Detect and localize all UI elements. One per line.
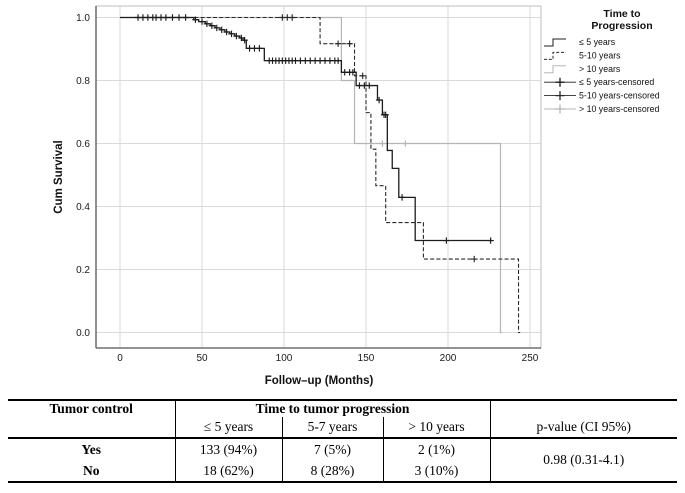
x-tick-label: 100: [276, 353, 293, 364]
legend-items: ≤ 5 years 5-10 years > 10 years ≤ 5 years-c…: [544, 37, 660, 114]
cell-yes-gt10: 2 (1%): [383, 438, 491, 461]
km-curve-gt10y: [120, 16, 503, 334]
table-row: Yes 133 (94%) 7 (5%) 2 (1%) 0.98 (0.31-4…: [8, 438, 677, 467]
legend-line-sample: [544, 51, 566, 60]
cell-pvalue: 0.98 (0.31-4.1): [543, 452, 625, 468]
legend-title-line2: Progression: [591, 20, 652, 32]
legend-item-label: > 10 years: [579, 64, 621, 74]
legend-item-label: > 10 years-censored: [579, 104, 660, 114]
table-subheader-5to7: 5-7 years: [282, 417, 384, 440]
y-tick-label: 0.0: [76, 328, 90, 339]
row-label-yes: Yes: [8, 438, 176, 461]
cell-no-5to7: 8 (28%): [282, 460, 384, 483]
y-tick-label: 0.4: [76, 202, 90, 213]
censor-marks-y5to10: [279, 14, 478, 263]
legend-censor-plus-icon: [555, 77, 565, 87]
table-header-empty: [490, 400, 677, 417]
x-tick-label: 0: [117, 353, 123, 364]
chart-generated: 0 50 100 150 200 250 0.0 0.2 0.4 0.6 0.8 1.0: [76, 5, 542, 364]
gridlines: [96, 6, 541, 348]
y-axis-title: Cum Survival: [53, 140, 65, 214]
legend-title-line1: Time to: [603, 8, 640, 20]
y-tick-label: 0.8: [76, 76, 90, 87]
legend-item-label: ≤ 5 years-censored: [579, 77, 654, 87]
censor-marks-gt10y: [379, 140, 409, 147]
y-tick-label: 0.6: [76, 139, 90, 150]
x-tick-label: 250: [522, 353, 539, 364]
km-curve-le5y: [120, 16, 493, 242]
legend-censor-plus-icon: [555, 91, 565, 101]
legend-censor-plus-icon: [555, 104, 565, 114]
x-tick-label: 200: [440, 353, 457, 364]
km-chart-svg: 0 50 100 150 200 250 0.0 0.2 0.4 0.6 0.8 1.0 Cum Su…: [53, 5, 660, 387]
table-subheader-empty: [8, 417, 176, 440]
legend-line-sample: [544, 65, 566, 74]
cell-yes-le5: 133 (94%): [175, 438, 283, 461]
y-tick-label: 1.0: [76, 13, 90, 24]
legend-item-label: 5-10 years-censored: [579, 91, 660, 101]
x-tick-label: 150: [358, 353, 375, 364]
x-tick-label: 50: [196, 353, 208, 364]
table-subheader-le5: ≤ 5 years: [175, 417, 283, 440]
table-header-group: Time to tumor progression: [175, 400, 491, 418]
table-subheader-pvalue: p-value (CI 95%): [490, 417, 678, 440]
table-header-tumor-control: Tumor control: [8, 400, 176, 418]
x-axis-title: Follow–up (Months): [265, 375, 374, 387]
cell-no-gt10: 3 (10%): [383, 460, 491, 483]
plot-frame: [95, 5, 542, 349]
cell-yes-5to7: 7 (5%): [282, 438, 384, 461]
table-row: No 18 (62%) 8 (28%) 3 (10%): [8, 460, 677, 483]
results-table: Tumor control Time to tumor progression …: [8, 399, 678, 484]
legend-line-sample: [544, 38, 566, 47]
censor-marks-le5y: [134, 14, 494, 244]
km-curve-y5to10: [120, 16, 521, 334]
legend-item-label: 5-10 years: [579, 50, 621, 60]
table-subheader-gt10: > 10 years: [383, 417, 491, 440]
legend-item-label: ≤ 5 years: [579, 37, 616, 47]
y-tick-label: 0.2: [76, 265, 90, 276]
row-label-no: No: [8, 460, 176, 483]
cell-no-le5: 18 (62%): [175, 460, 283, 483]
